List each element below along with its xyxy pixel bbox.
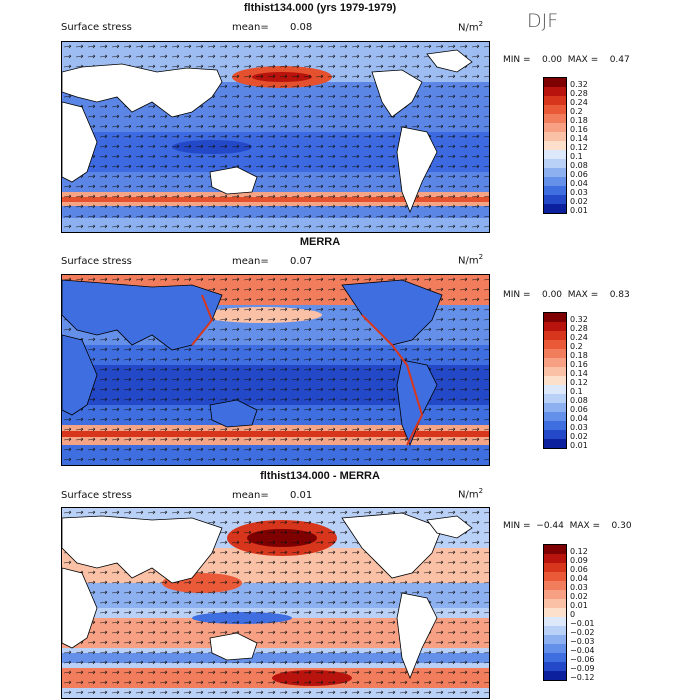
cbar-tick: 0.03 [570,423,588,432]
cbar-tick: 0.09 [570,556,588,565]
cbar-tick: −0.06 [570,655,595,664]
cbar-tick: 0.16 [570,360,588,369]
panel-1-mean-value: 0.08 [290,22,313,33]
cbar-tick: 0.24 [570,98,588,107]
cbar-tick: 0.14 [570,134,588,143]
panel-2-field-label: Surface stress [61,256,132,267]
panel-3-min-max: MIN = −0.44 MAX = 0.30 [503,521,632,531]
cbar-tick: 0.04 [570,179,588,188]
panel-2-map [61,274,490,466]
panel-3-field-label: Surface stress [61,490,132,501]
panel-2-units: N/m2 [458,253,484,267]
panel-3-land [62,512,473,680]
cbar-tick: 0.18 [570,351,588,360]
cbar-tick: 0.12 [570,378,588,387]
cbar-tick: 0.14 [570,369,588,378]
panel-3-mean-value: 0.01 [290,490,313,501]
cbar-tick: 0.04 [570,574,588,583]
cbar-tick: 0.02 [570,592,588,601]
panel-1-map [61,41,490,233]
panel-1-mean-label: mean= [232,22,269,33]
cbar-tick: 0.16 [570,125,588,134]
cbar-tick: 0.08 [570,161,588,170]
cbar-tick: 0.06 [570,565,588,574]
panel-2-mean-value: 0.07 [290,256,313,267]
panel-1-field-label: Surface stress [61,22,132,33]
panel-1-min-max: MIN = 0.00 MAX = 0.47 [503,55,630,65]
season-label: DJF [527,10,559,32]
cbar-tick: 0.06 [570,170,588,179]
cbar-tick: 0.32 [570,315,588,324]
cbar-tick: 0.32 [570,80,588,89]
cbar-tick: −0.01 [570,619,595,628]
cbar-tick: 0.03 [570,583,588,592]
cbar-tick: 0.02 [570,432,588,441]
panel-3-swatch [544,545,566,554]
cbar-tick: −0.02 [570,628,595,637]
panel-3-units: N/m2 [458,487,484,501]
cbar-tick: −0.04 [570,646,595,655]
cbar-tick: −0.12 [570,673,595,682]
cbar-tick: 0.06 [570,405,588,414]
panel-3-mean-label: mean= [232,490,269,501]
panel-2-min-max: MIN = 0.00 MAX = 0.83 [503,290,630,300]
cbar-tick: −0.09 [570,664,595,673]
cbar-tick: 0.01 [570,206,588,215]
cbar-tick: 0.04 [570,414,588,423]
panel-2-colorbar [543,312,567,449]
cbar-tick: 0.28 [570,324,588,333]
cbar-tick: 0.03 [570,188,588,197]
panel-2-title: MERRA [299,236,341,248]
panel-3-colorbar [543,544,567,681]
panel-2-land [62,279,443,447]
panel-1-swatch [544,78,566,87]
cbar-tick: 0.12 [570,547,588,556]
cbar-tick: 0.12 [570,143,588,152]
cbar-tick: 0.1 [570,387,583,396]
panel-1-land [62,49,473,214]
panel-1-colorbar [543,77,567,214]
cbar-tick: 0.02 [570,197,588,206]
cbar-tick: 0.08 [570,396,588,405]
cbar-tick: 0.2 [570,107,583,116]
panel-3-title: flthist134.000 - MERRA [260,470,380,482]
cbar-tick: 0.01 [570,601,588,610]
cbar-tick: 0.01 [570,441,588,450]
cbar-tick: 0.2 [570,342,583,351]
cbar-tick: 0.18 [570,116,588,125]
panel-1-title: flthist134.000 (yrs 1979-1979) [243,2,397,14]
cbar-tick: 0.1 [570,152,583,161]
panel-1-units: N/m2 [458,20,484,34]
cbar-tick: 0 [570,610,576,619]
panel-2-swatch [544,313,566,322]
cbar-tick: 0.24 [570,333,588,342]
cbar-tick: −0.03 [570,637,595,646]
panel-2-mean-label: mean= [232,256,269,267]
cbar-tick: 0.28 [570,89,588,98]
panel-3-map [61,507,490,699]
